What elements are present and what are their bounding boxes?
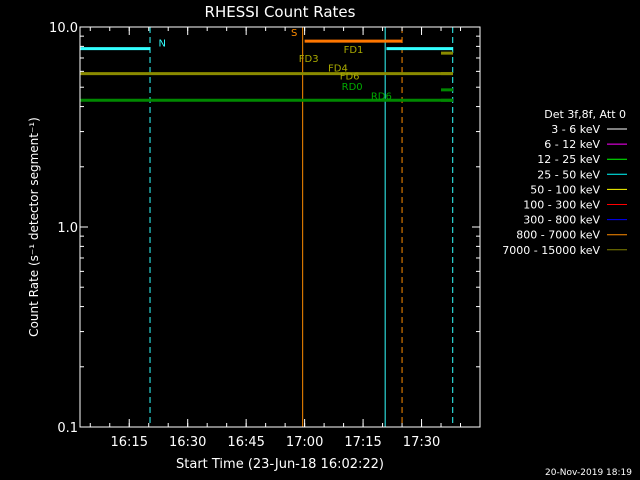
chart-title: RHESSI Count Rates xyxy=(205,3,356,21)
annotation-label: N xyxy=(158,38,165,49)
legend-entry-label: 100 - 300 keV xyxy=(523,199,600,212)
annotation-label: FD3 xyxy=(299,54,319,65)
y-tick-label: 0.1 xyxy=(57,421,78,436)
y-tick-label: 10.0 xyxy=(49,21,78,36)
x-tick-label: 16:30 xyxy=(169,435,206,450)
legend: Det 3f,8f, Att 0 3 - 6 keV 6 - 12 keV 12 - … xyxy=(502,108,627,257)
x-tick-label: 16:45 xyxy=(227,435,264,450)
axis-tick-labels: 16:15 16:30 16:45 17:00 17:15 17:30 0.1 1.0 10.0 xyxy=(49,21,440,450)
annotation-label: RD6 xyxy=(371,91,392,102)
x-tick-label: 17:30 xyxy=(403,435,440,450)
legend-entry-label: 25 - 50 keV xyxy=(537,168,600,181)
legend-entry-label: 7000 - 15000 keV xyxy=(502,244,600,257)
annotation-label: FD1 xyxy=(344,45,364,56)
annotation-label: RD0 xyxy=(342,82,363,93)
x-axis-title: Start Time (23-Jun-18 16:02:22) xyxy=(176,457,384,472)
legend-entry-label: 50 - 100 keV xyxy=(530,183,600,196)
footer-date: 20-Nov-2019 18:19 xyxy=(545,468,632,478)
legend-entry-label: 12 - 25 keV xyxy=(537,153,600,166)
legend-entry-label: 6 - 12 keV xyxy=(544,138,600,151)
y-tick-label: 1.0 xyxy=(57,221,78,236)
x-tick-label: 16:15 xyxy=(111,435,148,450)
legend-entry-label: 3 - 6 keV xyxy=(551,123,600,136)
legend-entry-label: 300 - 800 keV xyxy=(523,214,600,227)
legend-header: Det 3f,8f, Att 0 xyxy=(544,108,626,121)
annotation-label: FD4 xyxy=(328,63,348,74)
x-tick-label: 17:00 xyxy=(286,435,323,450)
y-axis-title: Count Rate (s⁻¹ detector segment⁻¹) xyxy=(27,117,41,337)
legend-entry-label: 800 - 7000 keV xyxy=(516,229,600,242)
annotation-label: S xyxy=(291,28,297,39)
annotation-label: FD6 xyxy=(340,72,360,83)
axis-ticks xyxy=(80,26,480,428)
x-tick-label: 17:15 xyxy=(344,435,381,450)
